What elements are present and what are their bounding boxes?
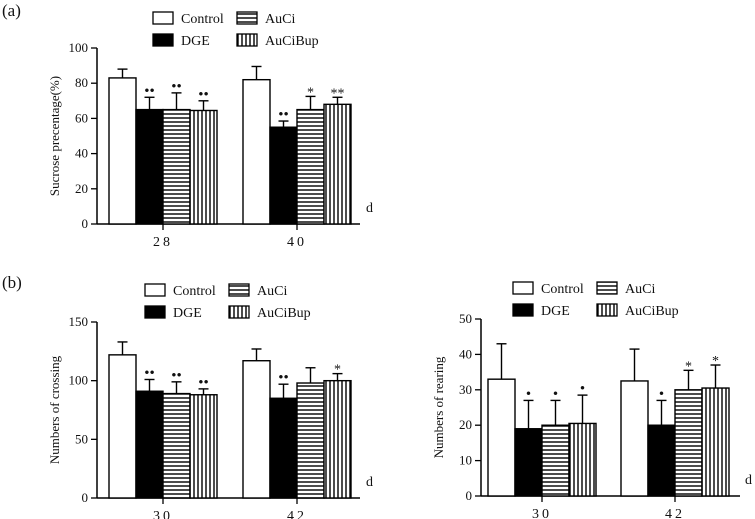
significance-mark: ••: [171, 79, 182, 95]
legend-swatch-control: [152, 11, 174, 25]
significance-mark: •: [553, 386, 558, 402]
significance-mark: *: [307, 85, 314, 100]
legend-swatch-aucibup: [228, 305, 250, 319]
y-axis-title: Numbers of rearing: [431, 356, 446, 458]
x-tick-label: 42: [665, 507, 685, 519]
legend-swatch-dge: [512, 303, 534, 317]
y-tick-label: 40: [75, 146, 88, 161]
y-tick-label: 20: [75, 181, 88, 196]
y-tick-label: 80: [75, 75, 88, 90]
bar-auci-42: [296, 382, 325, 499]
legend-label-aucibup: AuCiBup: [257, 306, 311, 321]
y-tick-label: 0: [466, 488, 473, 503]
x-axis-unit-label: d: [366, 201, 373, 216]
x-tick-label: 42: [287, 509, 307, 519]
legend-label-control: Control: [181, 12, 224, 27]
y-tick-label: 50: [75, 431, 88, 446]
bar-aucibup-40: [323, 103, 352, 225]
significance-mark: ••: [171, 368, 182, 384]
legend-label-auci: AuCi: [257, 284, 287, 299]
y-tick-label: 100: [69, 373, 89, 388]
bar-dge-42: [647, 424, 676, 497]
legend-label-control: Control: [541, 282, 584, 297]
significance-mark: *: [685, 359, 692, 374]
y-tick-label: 0: [82, 216, 89, 231]
bar-dge-40: [269, 126, 298, 225]
y-axis-title: Numbers of crossing: [47, 355, 62, 464]
chart-sucrose-percentage: Control AuCi DGE AuCiBup 0 20 40 60 80 100 Sucrose…: [47, 11, 373, 250]
significance-mark: ••: [278, 107, 289, 123]
legend-label-dge: DGE: [181, 34, 210, 49]
x-tick-label: 40: [287, 235, 307, 250]
bar-control-30: [108, 354, 137, 499]
significance-mark: *: [334, 363, 341, 378]
x-tick-label: 30: [153, 509, 173, 519]
legend-swatch-aucibup: [236, 33, 258, 47]
legend-label-control: Control: [173, 284, 216, 299]
legend-swatch-dge: [152, 33, 174, 47]
legend-label-aucibup: AuCiBup: [625, 304, 679, 319]
panel-label-a: (a): [2, 1, 21, 20]
legend-label-dge: DGE: [173, 306, 202, 321]
significance-mark: ••: [198, 87, 209, 103]
legend-swatch-auci: [596, 281, 618, 295]
chart-numbers-of-crossing: Control AuCi DGE AuCiBup 0 50 100 150 Numbers of…: [47, 283, 373, 519]
bar-aucibup-30: [189, 394, 218, 499]
bar-aucibup-42: [323, 379, 352, 499]
x-axis-unit-label: d: [366, 475, 373, 490]
bar-auci-30: [541, 424, 570, 497]
significance-mark: *: [712, 354, 719, 369]
bar-control-42: [242, 360, 271, 499]
bar-auci-30: [162, 392, 191, 499]
bar-aucibup-42: [701, 387, 730, 497]
significance-mark: ••: [144, 365, 155, 381]
bar-control-28: [108, 77, 137, 225]
y-tick-label: 0: [82, 490, 89, 505]
bar-dge-30: [514, 428, 543, 497]
y-tick-label: 50: [459, 311, 472, 326]
bar-auci-28: [162, 108, 191, 225]
y-axis-title: Sucrose precentage(%): [47, 76, 62, 196]
bar-control-30: [487, 378, 516, 497]
y-tick-label: 30: [459, 382, 472, 397]
bar-aucibup-30: [568, 422, 597, 497]
significance-mark: ••: [278, 370, 289, 386]
bar-auci-40: [296, 108, 325, 225]
panel-label-b: (b): [2, 273, 22, 292]
y-tick-label: 40: [459, 346, 472, 361]
legend-label-aucibup: AuCiBup: [265, 34, 319, 49]
significance-mark: •: [526, 386, 531, 402]
legend-swatch-auci: [228, 283, 250, 297]
x-tick-label: 28: [153, 235, 173, 250]
bar-dge-30: [135, 390, 164, 499]
legend-swatch-control: [144, 283, 166, 297]
bar-control-40: [242, 78, 271, 225]
bar-control-42: [620, 380, 649, 497]
significance-mark: ••: [144, 83, 155, 99]
bar-dge-28: [135, 108, 164, 225]
legend-swatch-aucibup: [596, 303, 618, 317]
bar-dge-42: [269, 397, 298, 499]
significance-mark: **: [331, 86, 345, 101]
legend-swatch-auci: [236, 11, 258, 25]
y-tick-label: 60: [75, 110, 88, 125]
y-tick-label: 10: [459, 453, 472, 468]
legend-label-auci: AuCi: [265, 12, 295, 27]
legend-swatch-dge: [144, 305, 166, 319]
y-tick-label: 100: [69, 40, 89, 55]
y-tick-label: 150: [69, 314, 89, 329]
y-tick-label: 20: [459, 417, 472, 432]
significance-mark: •: [580, 381, 585, 397]
legend-swatch-control: [512, 281, 534, 295]
significance-mark: ••: [198, 375, 209, 391]
x-axis-unit-label: d: [745, 473, 752, 488]
legend-label-auci: AuCi: [625, 282, 655, 297]
chart-numbers-of-rearing: Control AuCi DGE AuCiBup 0 10 20 30 40 50 Numbers …: [431, 281, 752, 519]
bar-aucibup-28: [189, 109, 218, 225]
x-tick-label: 30: [532, 507, 552, 519]
bar-auci-42: [674, 389, 703, 497]
significance-mark: •: [659, 386, 664, 402]
legend-label-dge: DGE: [541, 304, 570, 319]
